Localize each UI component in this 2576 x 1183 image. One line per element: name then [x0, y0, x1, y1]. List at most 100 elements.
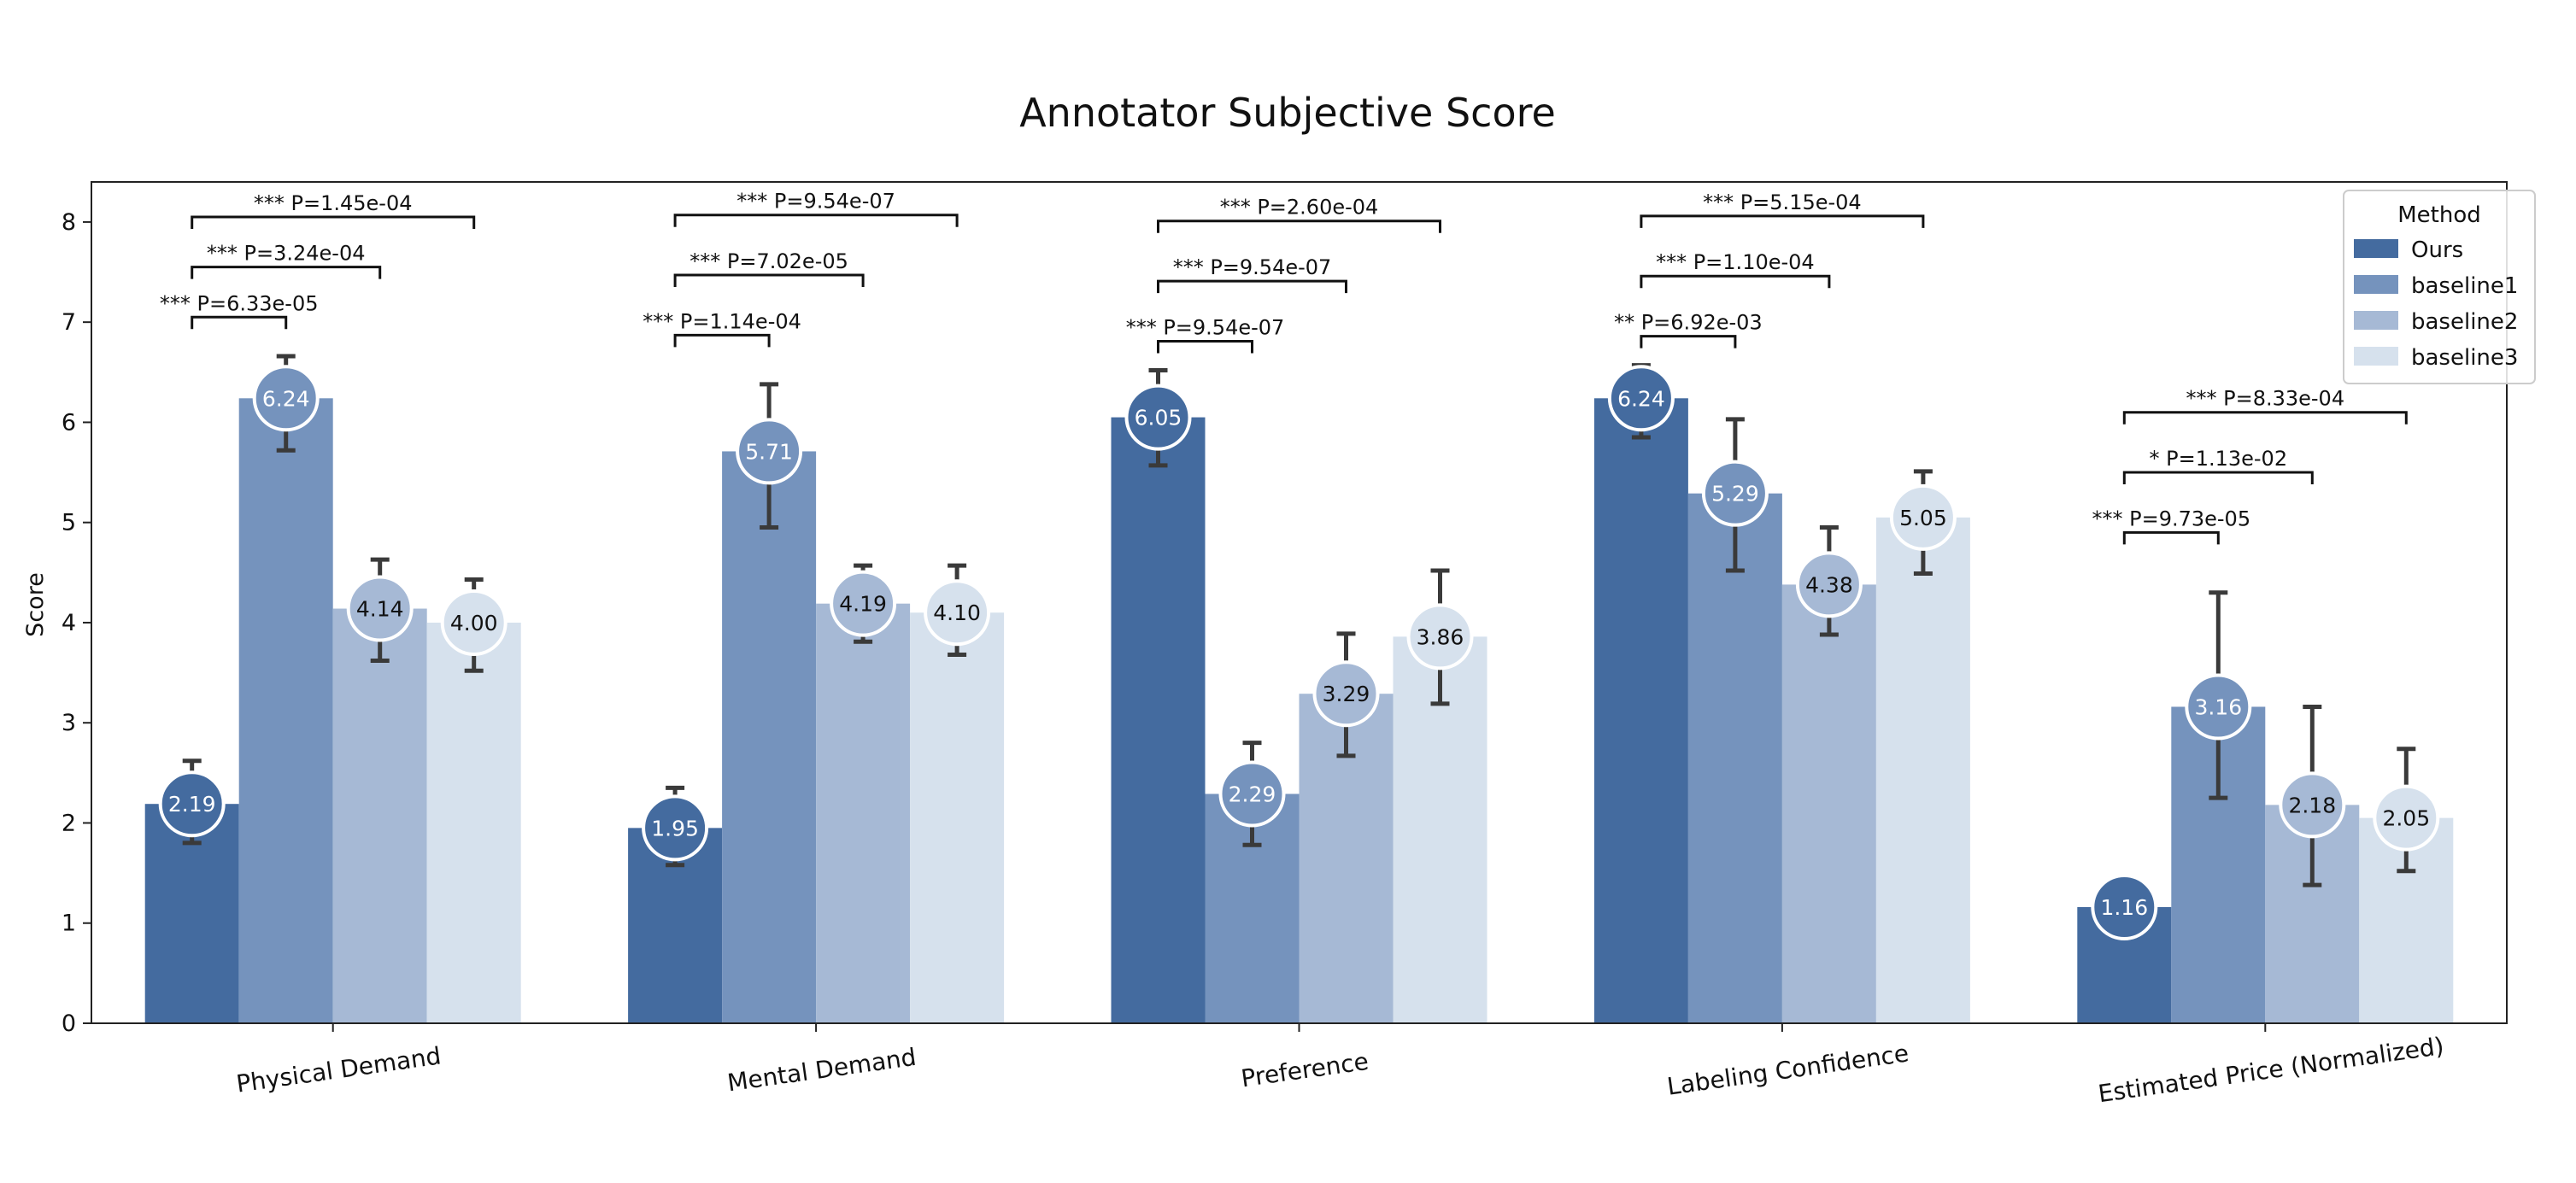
bar-Ours-2 [1111, 417, 1206, 1023]
value-label: 5.71 [745, 439, 793, 464]
y-tick-label: 5 [62, 510, 76, 536]
significance-label: *** P=3.24e-04 [207, 242, 366, 266]
significance-bracket [1157, 279, 1347, 294]
significance-label: *** P=8.33e-04 [2186, 387, 2344, 411]
y-axis-label: Score [22, 572, 49, 637]
x-axis-tick-labels: Physical Demand Mental Demand Preference La… [234, 1023, 2445, 1108]
significance-label: *** P=1.10e-04 [1656, 250, 1815, 274]
category-label: Labeling Confidence [1665, 1039, 1910, 1100]
significance-label: * P=1.13e-02 [2149, 447, 2287, 471]
plot-frame [91, 181, 2508, 1024]
value-markers: 2.19 1.95 6.05 6.24 1.16 6.24 5.71 2.29 5.29 3.16… [158, 365, 2440, 940]
value-marker-baseline3-2 [1406, 603, 1474, 671]
value-label: 2.05 [2382, 806, 2430, 831]
value-marker-baseline3-1 [924, 579, 991, 647]
significance-label: *** P=9.54e-07 [1173, 255, 1332, 279]
legend-frame [2343, 190, 2536, 384]
bar-baseline1-3 [1687, 493, 1782, 1023]
value-label: 2.29 [1229, 782, 1276, 806]
legend-label: baseline1 [2411, 273, 2518, 299]
significance-label: *** P=1.45e-04 [254, 191, 413, 215]
value-label: 1.16 [2100, 895, 2148, 920]
value-label: 4.14 [356, 597, 404, 622]
significance-bracket [1157, 339, 1253, 354]
value-label: 1.95 [651, 816, 699, 840]
value-marker-baseline1-2 [1218, 760, 1286, 828]
y-axis: 0 1 2 3 4 5 6 7 8 [62, 209, 91, 1037]
value-label: 4.00 [450, 611, 498, 635]
significance-bracket [1640, 274, 1831, 289]
y-tick-label: 3 [62, 710, 76, 736]
value-label: 6.05 [1135, 406, 1182, 430]
bar-baseline3-0 [426, 622, 521, 1023]
value-marker-Ours-1 [642, 794, 709, 862]
legend-swatch-baseline1 [2354, 275, 2398, 294]
value-marker-baseline1-3 [1701, 460, 1769, 527]
significance-label: *** P=1.14e-04 [643, 309, 801, 333]
value-marker-baseline2-0 [346, 575, 414, 642]
significance-label: *** P=7.02e-05 [689, 249, 848, 273]
value-label: 4.38 [1805, 572, 1853, 597]
y-tick-label: 1 [62, 911, 76, 937]
significance-bracket [1157, 220, 1441, 233]
legend-label: baseline3 [2411, 345, 2518, 371]
value-label: 3.86 [1417, 624, 1464, 649]
category-label: Mental Demand [725, 1043, 918, 1098]
legend-swatch-baseline3 [2354, 347, 2398, 366]
bar-baseline2-1 [816, 603, 911, 1023]
significance-bracket [2122, 411, 2408, 425]
significance-label: *** P=2.60e-04 [1220, 196, 1379, 220]
value-label: 4.19 [839, 592, 887, 617]
value-marker-baseline2-2 [1312, 660, 1380, 728]
y-tick-label: 4 [62, 610, 76, 636]
value-marker-baseline2-3 [1795, 551, 1863, 618]
significance-bracket [191, 266, 382, 279]
y-tick-label: 8 [62, 209, 76, 236]
significance-bracket [2122, 471, 2314, 485]
value-marker-baseline2-1 [830, 570, 897, 637]
chart-title: Annotator Subjective Score [1019, 90, 1556, 136]
value-marker-Ours-0 [158, 770, 226, 838]
y-tick-label: 7 [62, 309, 76, 336]
category-label: Preference [1240, 1047, 1370, 1093]
bar-baseline2-3 [1781, 584, 1876, 1023]
significance-bracket [191, 215, 476, 230]
significance-bracket [673, 333, 771, 348]
value-marker-baseline1-1 [736, 418, 803, 485]
value-label: 3.29 [1323, 682, 1370, 706]
legend-swatch-baseline2 [2354, 311, 2398, 330]
legend-label: Ours [2411, 237, 2463, 263]
significance-label: *** P=9.73e-05 [2092, 507, 2250, 530]
legend: Method Ours baseline1 baseline2 baseline3 [2343, 190, 2536, 384]
significance-bracket [673, 214, 959, 227]
significance-label: *** P=9.54e-07 [1126, 315, 1285, 339]
bar-baseline3-1 [910, 612, 1005, 1023]
legend-label: baseline2 [2411, 309, 2518, 335]
value-label: 3.16 [2194, 694, 2242, 719]
significance-brackets: *** P=6.33e-05 *** P=3.24e-04 *** P=1.45e-… [160, 190, 2408, 545]
significance-label: ** P=6.92e-03 [1614, 311, 1763, 335]
significance-bracket [1640, 214, 1925, 228]
y-tick-label: 6 [62, 409, 76, 436]
value-marker-baseline1-4 [2185, 673, 2252, 741]
significance-bracket [191, 315, 288, 330]
category-label: Estimated Price (Normalized) [2097, 1032, 2446, 1108]
value-marker-baseline1-0 [252, 365, 320, 432]
value-marker-baseline3-4 [2373, 784, 2440, 852]
bars [144, 398, 2454, 1023]
value-label: 2.18 [2288, 793, 2336, 817]
value-label: 4.10 [933, 600, 981, 625]
value-label: 5.05 [1899, 506, 1947, 530]
legend-title: Method [2397, 202, 2481, 228]
value-marker-baseline2-4 [2279, 771, 2346, 839]
significance-bracket [673, 273, 865, 288]
bar-baseline2-0 [332, 608, 427, 1023]
value-label: 2.19 [168, 792, 216, 817]
significance-bracket [2122, 530, 2220, 545]
value-marker-baseline3-3 [1889, 483, 1957, 551]
bar-Ours-3 [1593, 398, 1688, 1023]
value-marker-Ours-3 [1607, 365, 1675, 432]
category-label: Physical Demand [234, 1041, 443, 1098]
